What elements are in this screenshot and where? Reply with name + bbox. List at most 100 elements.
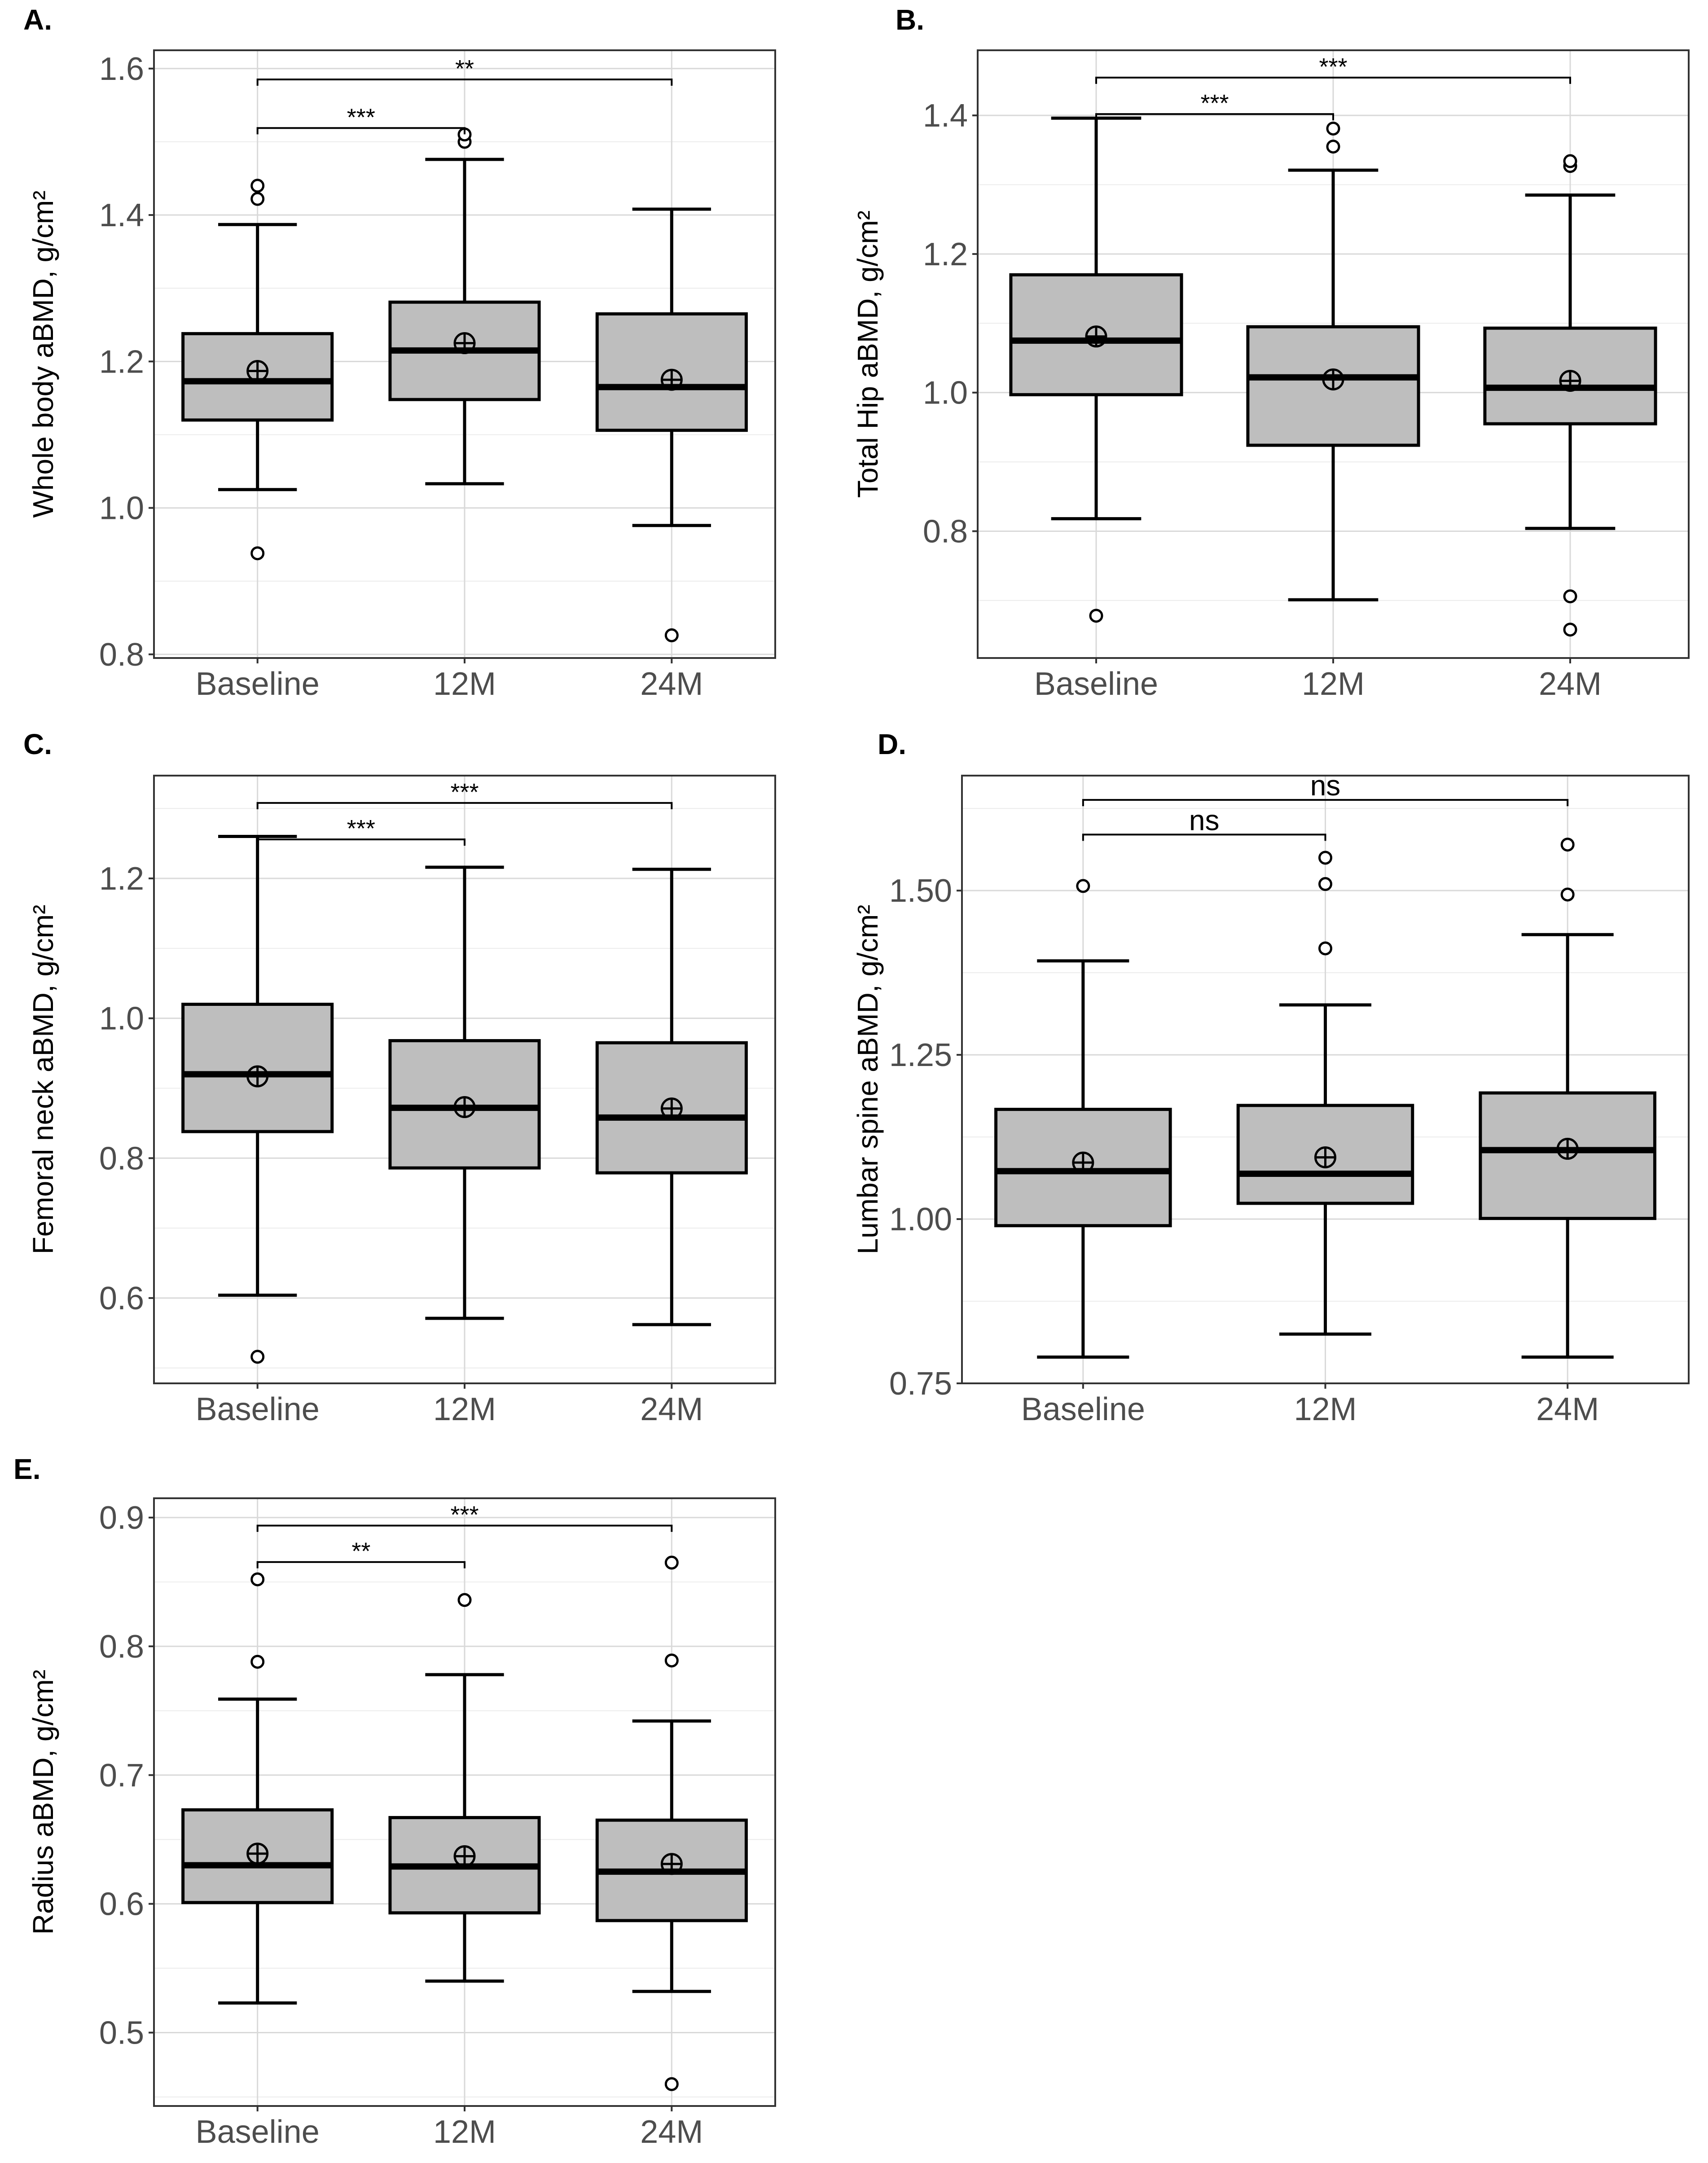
y-tick-label: 1.0 — [923, 375, 968, 411]
y-tick-label: 1.2 — [99, 344, 144, 380]
x-tick-label: Baseline — [1021, 1391, 1145, 1427]
outlier-point — [1318, 851, 1332, 865]
x-tick-label: Baseline — [1034, 666, 1158, 702]
outlier-point — [664, 2077, 679, 2091]
box-baseline — [181, 179, 334, 561]
y-tick-label: 1.6 — [99, 51, 144, 87]
y-tick-label: 0.8 — [99, 1141, 144, 1176]
outlier-point — [250, 192, 265, 206]
y-tick-label: 0.8 — [99, 637, 144, 673]
significance-bracket — [256, 127, 465, 135]
iqr-box — [595, 312, 748, 432]
significance-bracket — [256, 838, 465, 846]
x-tick-label: 24M — [640, 2114, 703, 2150]
y-tick-label: 0.6 — [99, 1281, 144, 1316]
x-tick-label: 12M — [1294, 1391, 1357, 1427]
y-tick-label: 0.5 — [99, 2015, 144, 2051]
significance-label: ** — [351, 1538, 370, 1565]
y-tick-label: 1.2 — [99, 861, 144, 897]
y-axis-title: Total Hip aBMD, g/cm² — [852, 211, 884, 498]
x-tick-label: Baseline — [196, 1391, 320, 1427]
x-tick-label: Baseline — [196, 2114, 320, 2150]
significance-bracket — [256, 1561, 465, 1569]
y-tick-label: 1.25 — [889, 1037, 952, 1073]
box-baseline — [994, 879, 1172, 1359]
outlier-point — [457, 1593, 472, 1607]
y-axis-title: Whole body aBMD, g/cm² — [27, 190, 59, 518]
significance-bracket — [256, 802, 673, 809]
outlier-point — [1326, 140, 1340, 154]
y-tick-label: 1.0 — [99, 1001, 144, 1037]
significance-label: ns — [1189, 804, 1220, 836]
significance-label: *** — [1200, 90, 1229, 117]
x-tick-label: 12M — [433, 2114, 496, 2150]
y-tick-label: 1.50 — [889, 873, 952, 909]
box-24m — [1479, 838, 1656, 1359]
x-tick-label: 12M — [433, 666, 496, 702]
box-24m — [595, 868, 748, 1326]
outlier-point — [1076, 879, 1090, 893]
y-tick-label: 1.4 — [923, 98, 968, 134]
y-tick-label: 1.00 — [889, 1202, 952, 1237]
significance-label: ns — [1310, 769, 1341, 802]
box-24m — [1483, 154, 1657, 637]
x-tick-label: 24M — [1539, 666, 1602, 702]
significance-bracket — [1095, 76, 1571, 84]
outlier-point — [1563, 589, 1577, 604]
panel-d: D. ns ns 0.75 1.00 1.25 1.50 Baseline 12M 24M Lumb… — [852, 728, 1690, 1427]
significance-bracket — [1082, 799, 1569, 807]
y-tick-label: 1.0 — [99, 491, 144, 526]
y-tick-label: 0.6 — [99, 1887, 144, 1922]
box-12m — [1246, 121, 1420, 601]
y-tick-label: 1.4 — [99, 197, 144, 233]
outlier-point — [1560, 838, 1575, 852]
y-tick-label: 0.75 — [889, 1366, 952, 1402]
y-axis-title: Lumbar spine aBMD, g/cm² — [852, 905, 884, 1255]
x-tick-label: 12M — [1302, 666, 1365, 702]
box-12m — [388, 1593, 541, 1983]
y-axis-title: Femoral neck aBMD, g/cm² — [27, 905, 59, 1255]
panel-label: A. — [23, 4, 52, 36]
x-tick-label: 24M — [640, 666, 703, 702]
panel-label: B. — [896, 4, 924, 36]
box-12m — [388, 127, 541, 486]
outlier-point — [1563, 154, 1577, 168]
x-tick-label: 12M — [433, 1391, 496, 1427]
significance-bracket — [1082, 834, 1326, 841]
x-tick-label: 24M — [1536, 1391, 1599, 1427]
outlier-point — [1326, 121, 1340, 136]
significance-bracket — [256, 78, 673, 86]
box-24m — [595, 207, 748, 642]
outlier-point — [1318, 877, 1332, 891]
significance-label: *** — [450, 779, 479, 806]
box-12m — [388, 865, 541, 1320]
panel-label: D. — [878, 728, 906, 760]
y-tick-label: 0.9 — [99, 1500, 144, 1536]
panel-b: B. *** *** 0.8 1.0 1.2 1.4 Baseline 12M 24M Total … — [852, 4, 1690, 702]
outlier-point — [1089, 609, 1103, 623]
outlier-point — [664, 1555, 679, 1570]
panel-c: C. *** *** 0.6 0.8 1.0 1.2 Baseline 12M 24M Femora… — [23, 728, 776, 1427]
outlier-point — [250, 1572, 265, 1587]
outlier-point — [250, 179, 265, 193]
x-tick-label: 24M — [640, 1391, 703, 1427]
significance-label: ** — [455, 55, 474, 82]
y-tick-label: 0.8 — [923, 513, 968, 549]
y-axis-title: Radius aBMD, g/cm² — [27, 1670, 59, 1935]
box-baseline — [1009, 116, 1183, 623]
box-baseline — [181, 835, 334, 1364]
y-tick-label: 0.8 — [99, 1629, 144, 1665]
outlier-point — [250, 546, 265, 561]
outlier-point — [1318, 941, 1332, 956]
y-tick-label: 0.7 — [99, 1758, 144, 1794]
outlier-point — [664, 1653, 679, 1667]
significance-label: *** — [347, 815, 375, 842]
panel-label: E. — [13, 1453, 40, 1485]
significance-label: *** — [450, 1501, 479, 1528]
outlier-point — [250, 1654, 265, 1669]
significance-label: *** — [347, 104, 375, 131]
box-24m — [595, 1555, 748, 2091]
outlier-point — [1563, 623, 1577, 637]
